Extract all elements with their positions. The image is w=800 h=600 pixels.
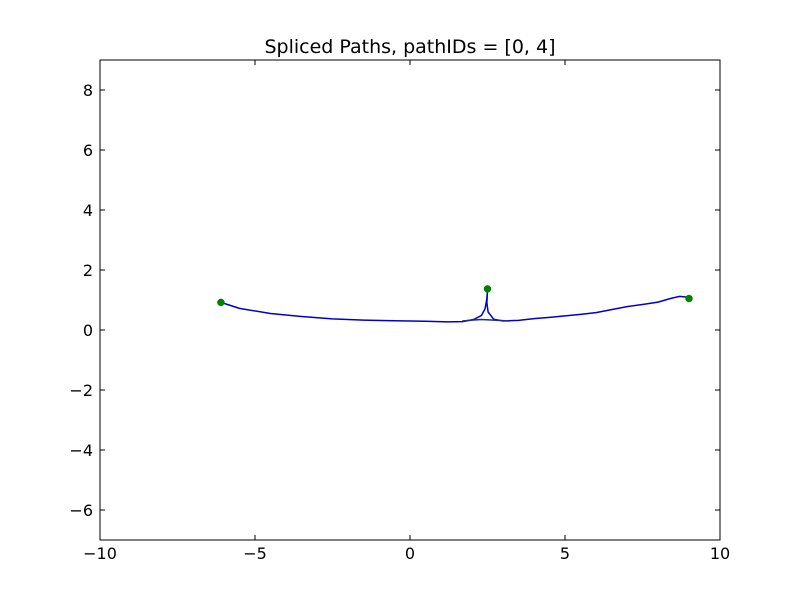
tick-layer: −10 −5 0 5 10 −6 −4 −2 0 2 4 6 8 <box>69 60 730 563</box>
x-tick-label: −10 <box>83 544 117 563</box>
series-line-1 <box>220 288 489 323</box>
x-tick-label: 10 <box>710 544 730 563</box>
series-line-3 <box>461 318 510 322</box>
series-line-2 <box>486 288 690 322</box>
y-tick-label: 4 <box>83 201 93 220</box>
marker-point-3 <box>685 294 693 303</box>
y-tick-label: −6 <box>69 501 93 520</box>
series-layer <box>220 288 690 323</box>
marker-point-1 <box>217 298 225 307</box>
chart-title: Spliced Paths, pathIDs = [0, 4] <box>264 36 555 58</box>
plot-frame <box>99 59 721 541</box>
plot-area <box>100 60 720 540</box>
y-tick-label: 6 <box>83 141 93 160</box>
y-tick-label: 0 <box>83 321 93 340</box>
y-tick-label: −2 <box>69 381 93 400</box>
y-tick-label: 8 <box>83 81 93 100</box>
marker-layer <box>217 285 693 307</box>
x-tick-label: −5 <box>243 544 267 563</box>
x-tick-label: 0 <box>405 544 415 563</box>
y-tick-label: 2 <box>83 261 93 280</box>
marker-point-2 <box>483 285 492 293</box>
x-tick-label: 5 <box>560 544 570 563</box>
y-tick-label: −4 <box>69 441 93 460</box>
